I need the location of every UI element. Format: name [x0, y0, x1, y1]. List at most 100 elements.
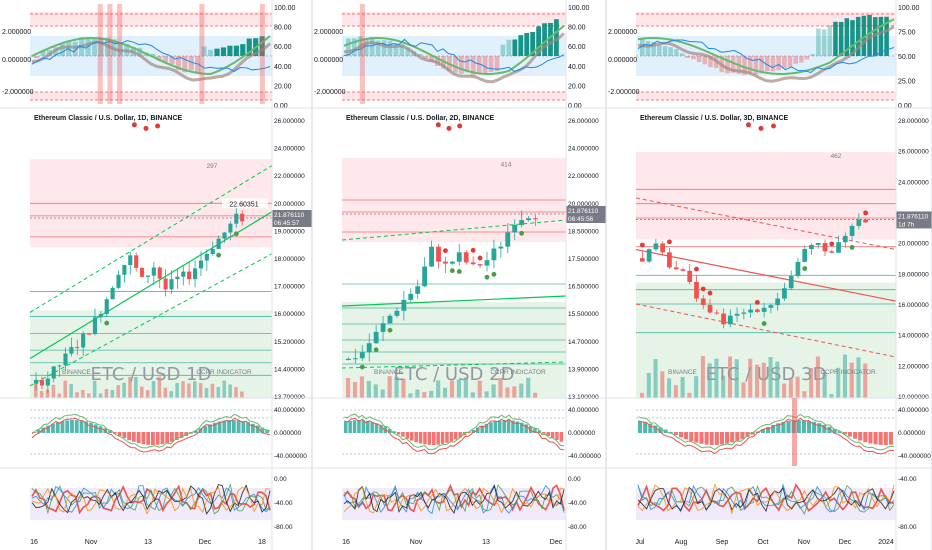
osc-histogram-bar — [484, 423, 489, 433]
volume-bar — [714, 358, 719, 398]
candle-body — [822, 243, 828, 252]
time-axis-label: Jul — [636, 539, 645, 546]
osc-histogram-bar — [888, 432, 893, 445]
upper-histogram-bar — [657, 44, 662, 56]
osc-histogram-bar — [265, 429, 270, 433]
upper-right-axis-label: 0.00 — [898, 103, 912, 110]
upper-histogram-bar — [375, 40, 381, 56]
candle-body — [169, 279, 174, 290]
osc-histogram-bar — [423, 432, 427, 445]
sell-signal-dot — [754, 299, 760, 305]
trend-line — [29, 211, 273, 360]
candle-body — [667, 252, 672, 268]
osc-histogram-bar — [502, 420, 506, 433]
upper-histogram-bar — [861, 15, 867, 56]
candle-body — [45, 378, 50, 386]
upper-left-axis-label: -2.000000 — [314, 89, 346, 96]
osc-histogram-bar — [436, 432, 440, 445]
upper-right-axis-label: 40.00 — [568, 64, 586, 71]
osc-histogram-bar — [370, 421, 374, 433]
osc-histogram-bar — [842, 432, 847, 435]
current-price-label: 21.876110 — [568, 208, 599, 215]
channel-upper — [635, 197, 897, 251]
volume-bar — [809, 367, 814, 398]
upper-oversold-zone — [30, 92, 272, 100]
price-axis-label: 24.000000 — [568, 146, 599, 153]
upper-right-axis-label: 0.00 — [568, 103, 582, 110]
panel-1: 2.000000 0.000000 -2.000000 100.00 80.00 60.0… — [0, 0, 313, 550]
candle-body — [134, 255, 139, 268]
volume-bar — [761, 362, 766, 398]
sell-signal-dot — [667, 239, 672, 245]
current-price-label: 21.876110 — [274, 212, 305, 219]
candle-body — [526, 218, 531, 221]
volume-bar — [57, 393, 62, 398]
volume-bar — [640, 392, 645, 398]
candle-body — [175, 276, 180, 280]
sell-signal-dot — [694, 266, 699, 272]
volume-bar — [768, 356, 773, 398]
candle-body — [415, 286, 421, 294]
candle-body — [782, 288, 787, 299]
buy-signal-dot — [359, 364, 365, 370]
upper-histogram-bar — [240, 44, 246, 56]
osc-histogram-bar — [771, 425, 776, 433]
osc-histogram-bar — [801, 420, 806, 433]
buy-signal-dot — [216, 252, 222, 258]
candle-body — [748, 309, 753, 313]
indicator-label: CCPR INDICATOR — [490, 369, 546, 376]
candle-body — [181, 271, 186, 277]
price-axis-label: 20.000000 — [898, 241, 929, 248]
price-axis-label: 16.000000 — [274, 311, 305, 318]
volume-bar — [92, 380, 97, 398]
candle-body — [128, 255, 133, 266]
osc-histogram-bar — [55, 422, 60, 433]
osc2-axis-label: -80.00 — [274, 524, 293, 531]
osc-axis-label: 40.000000 — [568, 407, 599, 414]
upper-right-axis-label: 50.00 — [898, 54, 916, 61]
upper-histogram-bar — [524, 33, 530, 56]
candle-body — [484, 260, 490, 266]
candle-body — [422, 266, 428, 287]
volume-bar — [346, 378, 351, 398]
osc-histogram-bar — [440, 432, 445, 444]
osc2-line — [343, 484, 565, 513]
upper-histogram-bar — [175, 56, 181, 71]
upper-histogram-bar — [494, 56, 500, 72]
bar-countdown-label: 06:45:56 — [568, 216, 594, 223]
osc2-axis-label: 0.00 — [274, 476, 287, 483]
trend-line — [635, 248, 897, 302]
volume-bar — [98, 393, 103, 398]
osc-histogram-bar — [555, 432, 559, 441]
candle-body — [505, 232, 511, 247]
upper-right-axis-label: 0.00 — [274, 103, 288, 110]
buy-signal-dot — [233, 231, 239, 237]
volume-bar — [849, 362, 854, 398]
peak-count-label: 462 — [831, 153, 842, 160]
volume-bar — [415, 389, 420, 398]
upper-histogram-bar — [759, 56, 764, 74]
osc2-line — [343, 484, 565, 515]
price-axis-label: 12.000000 — [898, 363, 929, 370]
osc-histogram-bar — [98, 426, 103, 433]
volume-bar — [680, 376, 685, 398]
volume-bar — [842, 354, 847, 398]
price-axis-label: 15.500000 — [568, 311, 599, 318]
upper-histogram-bar — [92, 38, 98, 56]
candle-body — [721, 313, 726, 325]
upper-histogram-bar — [429, 56, 434, 63]
volume-bar — [210, 383, 215, 398]
volume-bar — [122, 382, 126, 398]
volume-bar — [815, 356, 820, 398]
upper-histogram-bar — [725, 56, 730, 74]
volume-bar — [387, 376, 392, 398]
buy-signal-dot — [484, 274, 490, 280]
upper-signal-line — [31, 40, 271, 82]
osc-main-line — [31, 413, 271, 449]
osc-histogram-bar — [704, 432, 709, 445]
channel-upper — [29, 165, 273, 313]
candle-body — [734, 313, 740, 316]
osc-histogram-bar — [127, 432, 132, 441]
osc-histogram-bar — [84, 421, 89, 433]
panel-3: 2.000000 0.000000 -2.000000 100.00 75.00 50.0… — [606, 0, 932, 550]
